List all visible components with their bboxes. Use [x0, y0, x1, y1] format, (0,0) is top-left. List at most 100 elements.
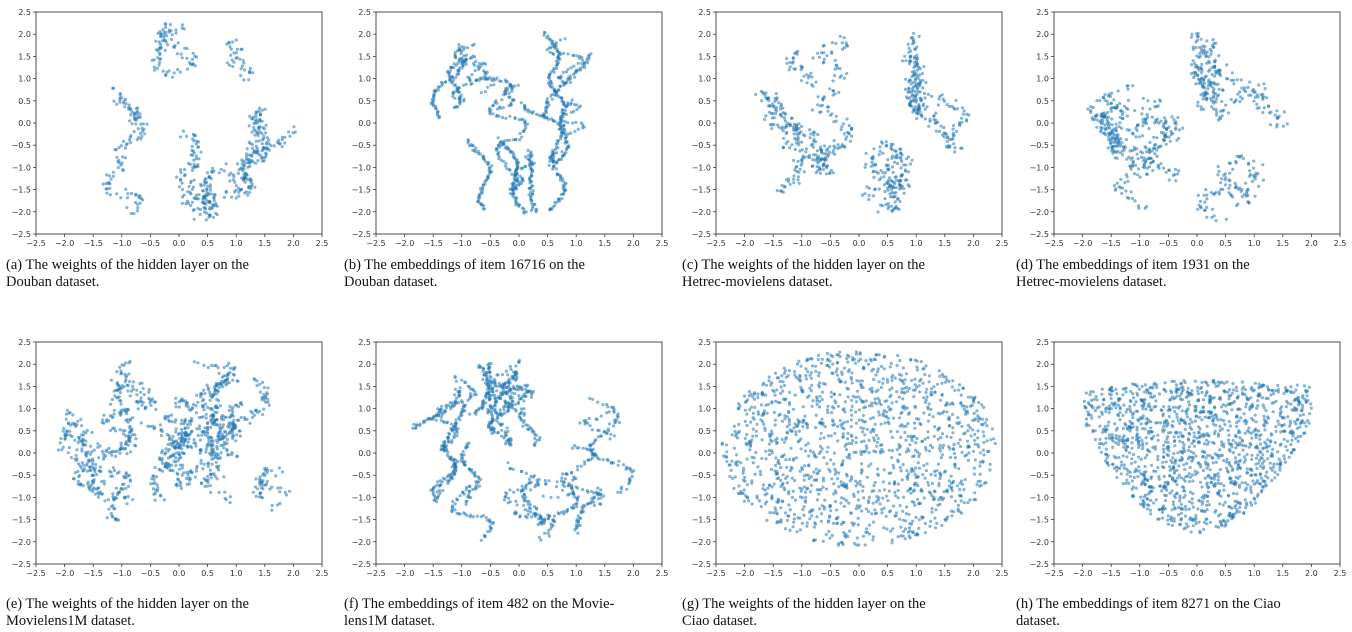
data-point — [159, 32, 163, 36]
data-point — [768, 104, 772, 108]
data-point — [793, 136, 797, 140]
data-point — [563, 108, 567, 113]
data-point — [514, 387, 518, 392]
data-point — [180, 427, 184, 432]
data-point — [131, 498, 135, 502]
data-point — [1198, 205, 1203, 209]
data-point — [515, 384, 519, 388]
data-point — [174, 418, 178, 422]
data-point — [528, 425, 532, 429]
data-point — [1198, 45, 1202, 49]
data-point — [524, 471, 528, 475]
data-point — [571, 53, 575, 57]
data-point — [204, 450, 208, 454]
data-point — [245, 147, 249, 151]
data-point — [224, 162, 228, 166]
data-point — [911, 42, 915, 46]
data-point — [824, 172, 828, 176]
data-point — [178, 135, 183, 139]
data-point — [832, 144, 836, 148]
data-point — [777, 125, 781, 129]
data-point — [777, 101, 781, 105]
data-point — [119, 196, 123, 200]
data-point — [447, 71, 451, 76]
data-point — [899, 151, 903, 155]
data-point — [1116, 135, 1120, 139]
data-point — [230, 58, 234, 62]
data-point — [208, 468, 212, 472]
data-point — [162, 33, 166, 37]
data-point — [545, 115, 549, 120]
data-point — [1252, 90, 1256, 94]
data-point — [1111, 151, 1115, 155]
data-point — [845, 117, 849, 121]
x-tick-label: −2.0 — [735, 239, 754, 248]
data-point — [501, 115, 505, 120]
data-point — [438, 491, 442, 495]
x-tick-label: −0.5 — [481, 239, 500, 248]
caption-line-1: (e) The weights of the hidden layer on t… — [6, 596, 249, 612]
data-point — [517, 400, 521, 404]
data-point — [896, 197, 900, 201]
data-point — [1141, 124, 1145, 128]
data-point — [496, 136, 500, 140]
data-point — [459, 459, 463, 463]
y-tick-label: −1.5 — [1030, 186, 1049, 195]
data-point — [118, 428, 122, 432]
data-point — [488, 389, 492, 393]
data-point — [124, 378, 128, 382]
data-point — [458, 66, 462, 70]
data-point — [68, 433, 72, 437]
data-point — [934, 129, 938, 133]
data-point — [121, 408, 125, 412]
data-point — [1203, 208, 1207, 212]
data-point — [208, 451, 212, 455]
data-point — [193, 165, 197, 169]
data-point — [265, 136, 269, 140]
data-point — [922, 91, 927, 95]
axes-frame — [35, 11, 323, 235]
data-point — [585, 489, 589, 493]
data-point — [888, 195, 893, 199]
data-point — [788, 122, 792, 126]
x-tick-label: −1.5 — [1101, 239, 1120, 248]
data-point — [562, 112, 566, 116]
data-point — [793, 168, 797, 172]
data-point — [811, 142, 815, 146]
data-point — [194, 142, 198, 146]
data-point — [235, 455, 239, 459]
data-point — [805, 73, 809, 77]
data-point — [170, 438, 174, 442]
data-point — [522, 411, 527, 415]
data-point — [501, 392, 505, 397]
data-point — [847, 124, 851, 128]
data-point — [145, 122, 149, 126]
data-point — [64, 412, 69, 416]
data-point — [579, 464, 583, 468]
data-point — [232, 418, 236, 422]
data-point — [1170, 115, 1174, 119]
data-point — [119, 441, 123, 445]
data-point — [466, 445, 470, 449]
data-point — [166, 456, 171, 460]
data-point — [516, 164, 520, 168]
data-point — [460, 62, 464, 66]
data-point — [209, 443, 213, 447]
data-point — [234, 184, 238, 188]
data-point — [524, 394, 528, 398]
data-point — [557, 121, 561, 125]
data-point — [92, 448, 96, 452]
data-point — [1118, 151, 1122, 155]
data-point — [216, 366, 220, 370]
data-point — [435, 483, 439, 487]
y-tick-label: 1.0 — [698, 75, 711, 84]
data-point — [446, 420, 450, 424]
data-point — [1138, 175, 1142, 179]
data-point — [530, 202, 534, 206]
data-point — [495, 101, 499, 105]
x-tick-label: 2.0 — [1305, 239, 1318, 248]
data-point — [1132, 172, 1137, 176]
data-point — [99, 492, 103, 496]
data-point — [1193, 61, 1197, 66]
data-point — [264, 396, 268, 400]
